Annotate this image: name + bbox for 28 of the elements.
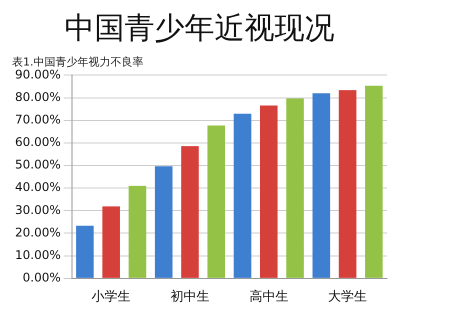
bar [338, 90, 356, 278]
y-tick-label: 90.00% [14, 67, 61, 82]
bar [207, 126, 226, 278]
chart-title: 中国青少年近视现况 [64, 10, 334, 46]
bar [76, 226, 94, 278]
bar [181, 146, 199, 278]
bar [286, 98, 304, 278]
y-tick-label: 40.00% [14, 180, 61, 194]
y-tick-label: 20.00% [14, 225, 61, 240]
chart-subtitle: 表1.中国青少年视力不良率 [12, 55, 144, 68]
y-tick-label: 10.00% [14, 248, 61, 262]
x-tick-label: 高中生 [249, 288, 288, 305]
y-tick-label: 80.00% [14, 90, 61, 104]
x-tick-label: 大学生 [328, 290, 368, 305]
x-tick-label: 小学生 [92, 290, 131, 305]
y-tick-label: 0.00% [22, 270, 61, 285]
y-tick-label: 70.00% [14, 112, 61, 126]
bar [154, 166, 173, 278]
bar [102, 206, 120, 278]
y-tick-label: 50.00% [14, 158, 61, 172]
x-tick-label: 初中生 [170, 290, 210, 305]
bar [365, 86, 383, 278]
y-tick-label: 60.00% [14, 135, 61, 150]
bar [234, 114, 252, 278]
bar [260, 105, 278, 278]
bar [312, 93, 330, 278]
bar [128, 186, 146, 278]
y-tick-label: 30.00% [14, 202, 61, 217]
